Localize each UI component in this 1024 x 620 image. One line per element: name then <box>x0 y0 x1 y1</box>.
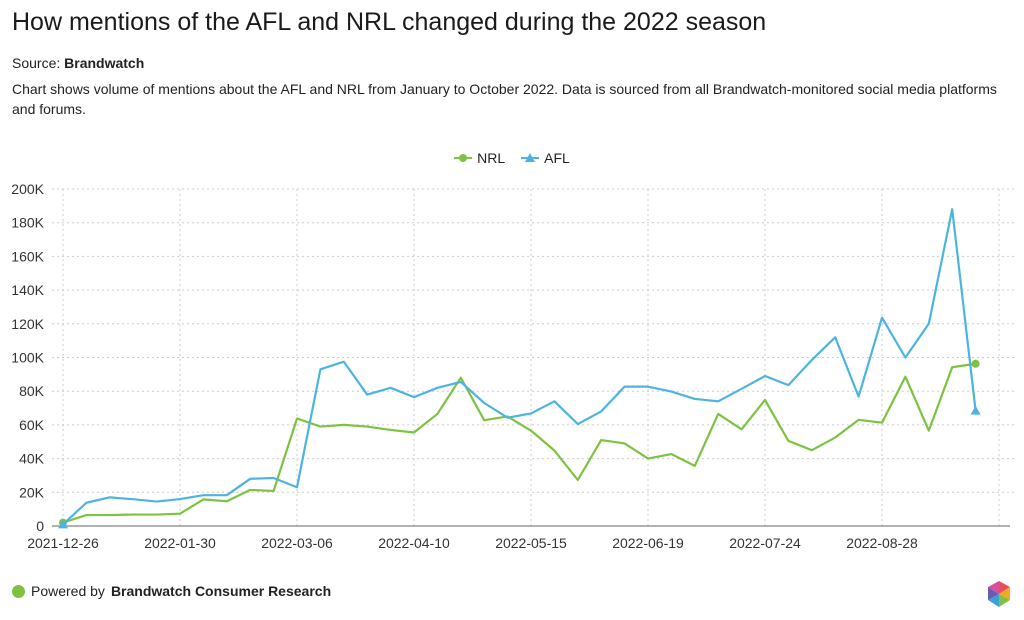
footer: Powered by Brandwatch Consumer Research <box>12 583 331 599</box>
triangle-marker-icon <box>521 153 540 162</box>
series-line-afl <box>62 208 977 526</box>
y-tick-label: 40K <box>19 451 45 467</box>
legend-item-afl[interactable]: AFL <box>521 150 570 166</box>
y-tick-label: 20K <box>19 484 45 500</box>
legend-label-nrl: NRL <box>477 150 506 166</box>
y-tick-label: 180K <box>11 215 44 231</box>
x-tick-label: 2022-01-30 <box>144 535 216 551</box>
x-tick-label: 2022-04-10 <box>378 535 450 551</box>
y-tick-label: 100K <box>11 350 44 366</box>
source-line: Source: Brandwatch <box>12 55 144 71</box>
y-tick-label: 0 <box>36 518 44 534</box>
y-tick-label: 120K <box>11 316 44 332</box>
chart-title: How mentions of the AFL and NRL changed … <box>12 8 767 36</box>
y-tick-label: 60K <box>19 417 45 433</box>
x-tick-label: 2022-03-06 <box>261 535 333 551</box>
source-name: Brandwatch <box>64 55 145 71</box>
y-tick-label: 80K <box>19 383 45 399</box>
brand-dot-icon <box>12 584 25 598</box>
circle-marker-icon <box>454 154 473 162</box>
brandwatch-logo-icon <box>988 581 1010 607</box>
x-tick-label: 2022-08-28 <box>846 535 918 551</box>
legend: NRL AFL <box>0 150 1024 166</box>
x-tick-label: 2022-07-24 <box>729 535 801 551</box>
y-tick-label: 140K <box>11 282 44 298</box>
legend-item-nrl[interactable]: NRL <box>454 150 505 166</box>
footer-prefix: Powered by <box>31 583 105 599</box>
source-label: Source: <box>12 55 61 71</box>
data-point-afl <box>58 519 68 529</box>
x-tick-label: 2021-12-26 <box>27 535 99 551</box>
data-point-nrl <box>971 359 980 368</box>
legend-label-afl: AFL <box>544 150 570 166</box>
x-tick-label: 2022-05-15 <box>495 535 567 551</box>
series-line-nrl <box>62 362 976 524</box>
y-tick-label: 160K <box>11 248 44 264</box>
footer-brand: Brandwatch Consumer Research <box>110 583 332 599</box>
x-tick-label: 2022-06-19 <box>612 535 684 551</box>
data-point-afl <box>970 405 981 415</box>
y-tick-label: 200K <box>11 181 44 197</box>
chart-description: Chart shows volume of mentions about the… <box>12 81 997 117</box>
